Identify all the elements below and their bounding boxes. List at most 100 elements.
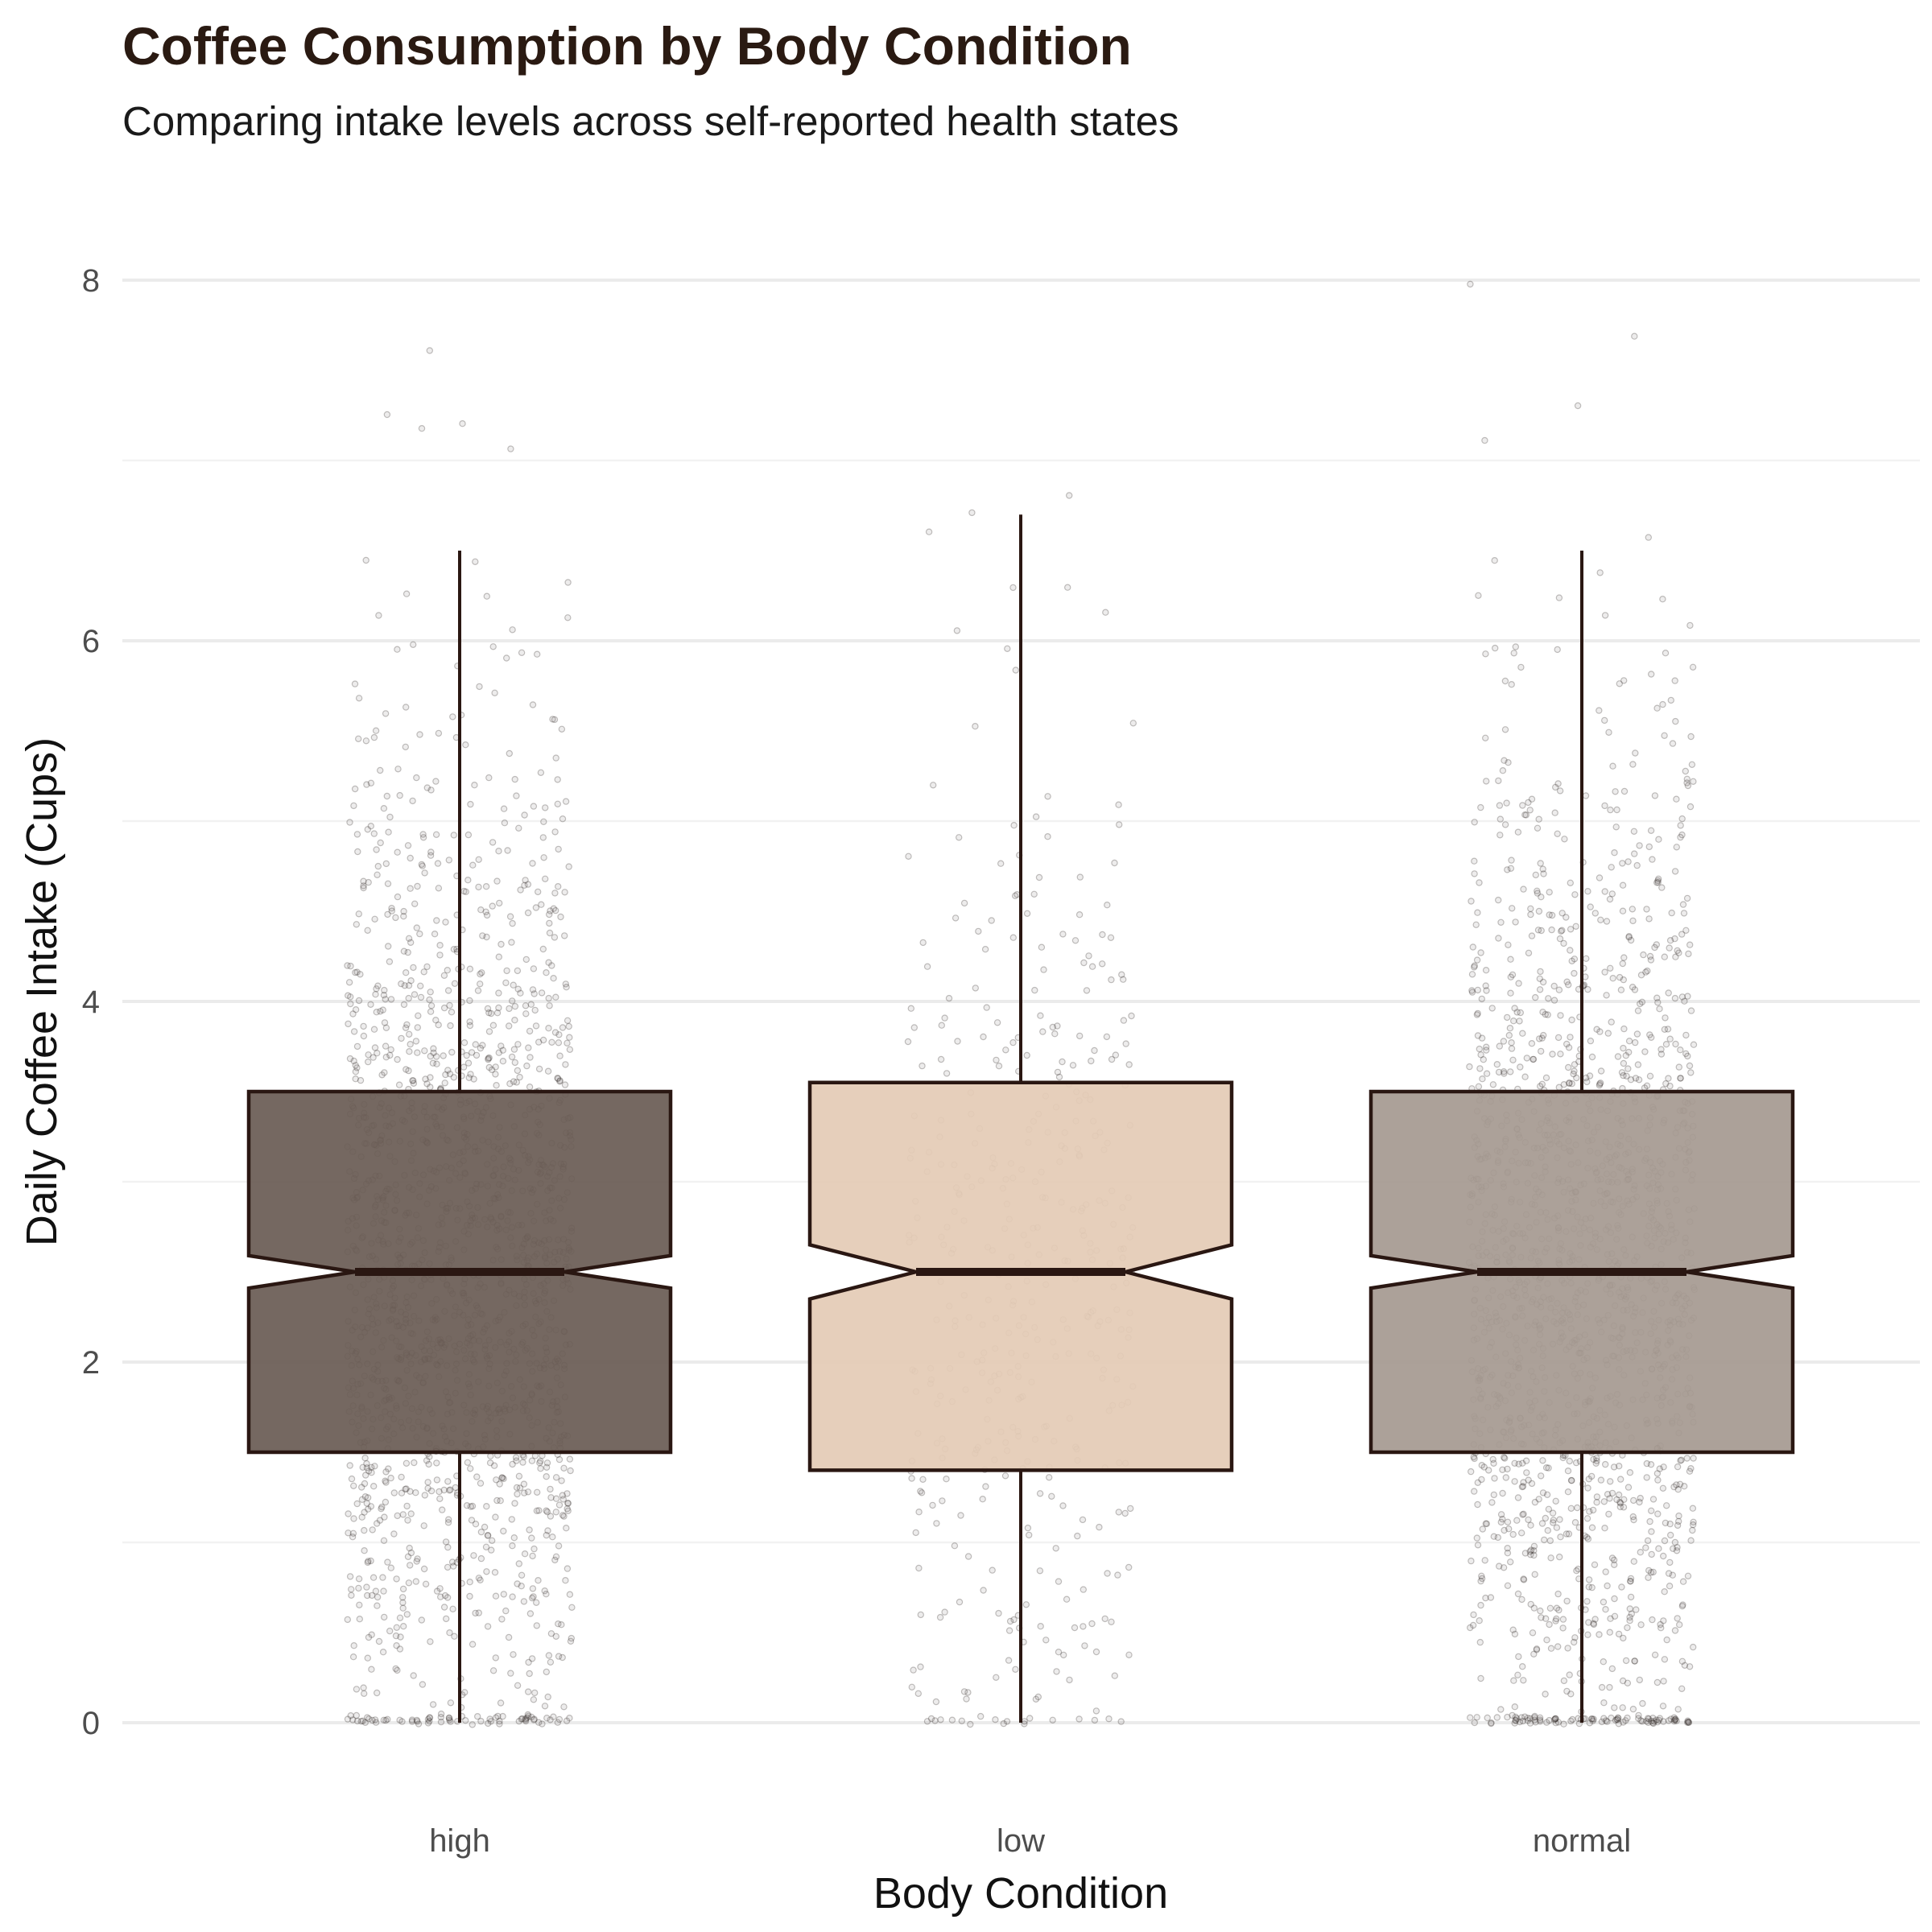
data-point (1549, 1519, 1557, 1526)
data-point (1534, 927, 1542, 934)
data-point (1551, 1715, 1559, 1723)
data-point (1546, 1620, 1553, 1629)
data-point (1620, 1496, 1628, 1504)
data-point (1111, 1672, 1119, 1679)
data-point (398, 1034, 405, 1042)
data-point (1583, 1534, 1591, 1541)
data-point (1508, 857, 1515, 864)
data-point (450, 1074, 458, 1081)
data-point (539, 1036, 547, 1044)
data-point (1573, 1074, 1580, 1082)
data-point (475, 883, 482, 891)
data-point (1545, 995, 1552, 1002)
data-point (514, 1041, 522, 1048)
data-point (562, 1576, 569, 1584)
data-point (955, 834, 963, 841)
data-point (450, 945, 458, 953)
data-point (499, 1712, 506, 1720)
data-point (516, 1484, 524, 1492)
data-point (493, 1081, 500, 1089)
data-point (925, 528, 933, 535)
data-point (1584, 887, 1591, 895)
data-point (555, 1542, 563, 1550)
data-point (1044, 793, 1051, 800)
data-point (917, 1663, 924, 1670)
data-point (485, 1009, 493, 1017)
data-point (1499, 767, 1507, 774)
data-point (1518, 1459, 1526, 1467)
data-point (459, 420, 466, 427)
data-point (365, 1715, 373, 1723)
data-point (1611, 1704, 1618, 1711)
data-point (425, 1460, 432, 1468)
data-point (1545, 1464, 1552, 1472)
data-point (1638, 1718, 1646, 1725)
data-point (1499, 1466, 1506, 1474)
data-point (445, 1715, 453, 1722)
data-point (364, 1558, 371, 1567)
data-point (1513, 1517, 1521, 1524)
data-point (1547, 1645, 1555, 1652)
data-point (1563, 1687, 1571, 1695)
data-point (1626, 1468, 1634, 1476)
data-point (506, 1022, 513, 1030)
data-point (1483, 1520, 1491, 1528)
data-point (1559, 1454, 1567, 1462)
data-point (1649, 1616, 1656, 1624)
data-point (1661, 1026, 1669, 1034)
data-point (1678, 1602, 1686, 1610)
data-point (560, 1513, 568, 1520)
data-point (437, 1593, 444, 1600)
data-point (402, 743, 409, 751)
data-point (1689, 1521, 1697, 1529)
data-point (1605, 729, 1612, 737)
data-point (1517, 663, 1525, 671)
data-point (1516, 1718, 1524, 1726)
data-point (1478, 1476, 1485, 1484)
data-point (473, 1051, 481, 1059)
data-point (1469, 943, 1477, 951)
data-point (367, 1557, 374, 1565)
data-point (1556, 787, 1564, 795)
data-point (448, 1558, 456, 1566)
data-point (437, 1713, 445, 1721)
data-point (526, 1526, 533, 1534)
data-point (1508, 1045, 1516, 1052)
data-point (426, 996, 433, 1004)
data-point (1614, 1053, 1622, 1060)
data-point (475, 856, 482, 864)
data-point (1588, 1524, 1596, 1531)
data-point (566, 1046, 574, 1054)
data-point (1655, 836, 1662, 843)
data-point (498, 1474, 506, 1481)
data-point (498, 1616, 506, 1623)
data-point (1487, 1594, 1495, 1601)
data-point (1653, 1470, 1662, 1477)
data-point (1539, 1008, 1546, 1016)
data-point (1550, 1517, 1558, 1524)
data-point (1609, 762, 1616, 770)
data-point (1036, 1490, 1044, 1497)
data-point (1535, 815, 1542, 823)
data-point (1501, 821, 1509, 828)
data-point (555, 1715, 564, 1724)
data-point (525, 1712, 532, 1719)
data-point (1080, 959, 1088, 967)
data-point (1525, 1476, 1532, 1484)
data-point (414, 882, 421, 890)
data-point (535, 1507, 543, 1514)
data-point (404, 1553, 412, 1561)
data-point (1519, 1717, 1527, 1725)
data-point (447, 1718, 454, 1725)
data-point (1590, 1455, 1597, 1463)
data-point (1501, 726, 1509, 733)
data-point (1482, 1520, 1490, 1527)
data-point (1684, 1052, 1691, 1060)
data-point (345, 1510, 352, 1517)
data-point (483, 911, 491, 919)
data-point (1593, 1457, 1600, 1465)
data-point (541, 1587, 548, 1595)
data-point (1637, 971, 1645, 979)
data-point (1496, 802, 1504, 809)
data-point (1507, 865, 1515, 873)
